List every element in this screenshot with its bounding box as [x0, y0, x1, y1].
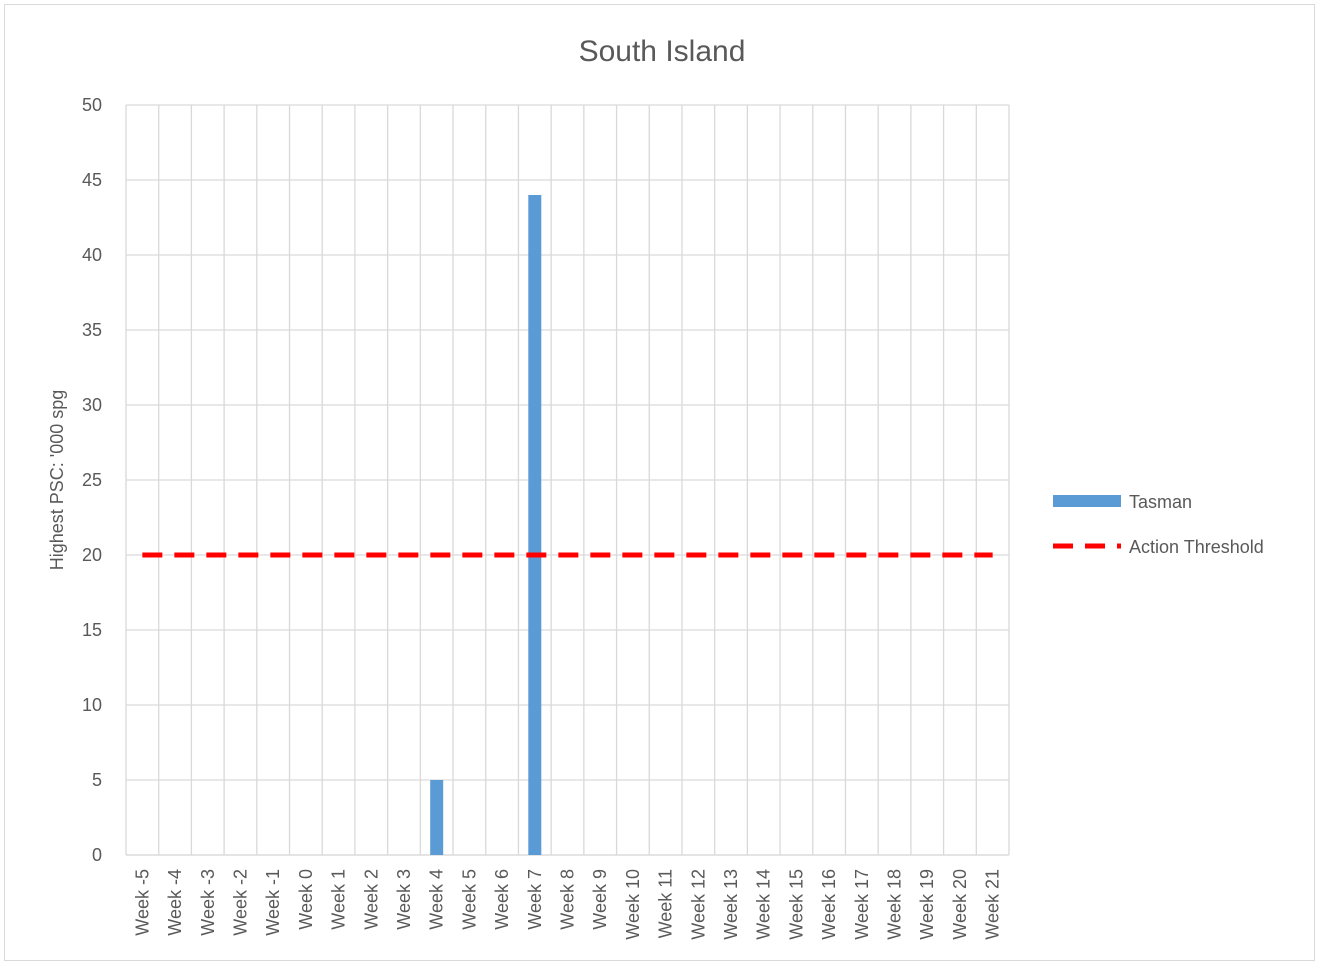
y-tick-label: 45 [82, 170, 102, 190]
x-tick-label: Week 8 [558, 869, 578, 930]
x-tick-label: Week -4 [165, 869, 185, 936]
x-tick-label: Week 5 [459, 869, 479, 930]
y-tick-label: 10 [82, 695, 102, 715]
x-tick-label: Week 9 [590, 869, 610, 930]
grid [125, 104, 1010, 856]
x-tick-label: Week 1 [329, 869, 349, 930]
x-tick-label: Week 19 [917, 869, 937, 940]
bar-tasman [528, 195, 542, 855]
x-tick-label: Week 0 [296, 869, 316, 930]
legend-swatch-tasman [1053, 495, 1121, 507]
x-tick-label: Week 13 [721, 869, 741, 940]
legend-label-tasman: Tasman [1129, 492, 1192, 512]
x-tick-label: Week -2 [230, 869, 250, 936]
x-tick-label: Week 10 [623, 869, 643, 940]
chart-frame [4, 4, 1315, 961]
y-tick-label: 35 [82, 320, 102, 340]
y-tick-label: 40 [82, 245, 102, 265]
x-tick-label: Week -1 [263, 869, 283, 936]
chart-title: South Island [579, 35, 746, 68]
bar-tasman [430, 780, 444, 855]
y-tick-label: 15 [82, 620, 102, 640]
x-tick-label: Week 7 [525, 869, 545, 930]
y-tick-label: 25 [82, 470, 102, 490]
y-ticks: 0 5 10 15 20 25 30 35 40 45 50 [82, 95, 102, 865]
y-tick-label: 30 [82, 395, 102, 415]
x-tick-label: Week -5 [132, 869, 152, 936]
x-tick-label: Week 12 [688, 869, 708, 940]
x-tick-label: Week 21 [983, 869, 1003, 940]
x-tick-label: Week 4 [427, 869, 447, 930]
y-tick-label: 0 [92, 845, 102, 865]
y-axis-label: Highest PSC: '000 spg [47, 390, 67, 571]
x-tick-label: Week 15 [786, 869, 806, 940]
x-ticks: Week -5 Week -4 Week -3 Week -2 Week -1 Week … [132, 869, 1002, 940]
legend: Tasman Action Threshold [1053, 492, 1264, 557]
x-tick-label: Week 14 [754, 869, 774, 940]
y-tick-label: 20 [82, 545, 102, 565]
x-tick-label: Week 3 [394, 869, 414, 930]
x-tick-label: Week -3 [198, 869, 218, 936]
y-tick-label: 5 [92, 770, 102, 790]
x-tick-label: Week 20 [950, 869, 970, 940]
x-tick-label: Week 16 [819, 869, 839, 940]
x-tick-label: Week 17 [852, 869, 872, 940]
x-tick-label: Week 6 [492, 869, 512, 930]
bars [430, 195, 542, 855]
legend-label-action-threshold: Action Threshold [1129, 537, 1264, 557]
x-tick-label: Week 2 [361, 869, 381, 930]
x-tick-label: Week 18 [885, 869, 905, 940]
y-tick-label: 50 [82, 95, 102, 115]
x-tick-label: Week 11 [656, 869, 676, 938]
